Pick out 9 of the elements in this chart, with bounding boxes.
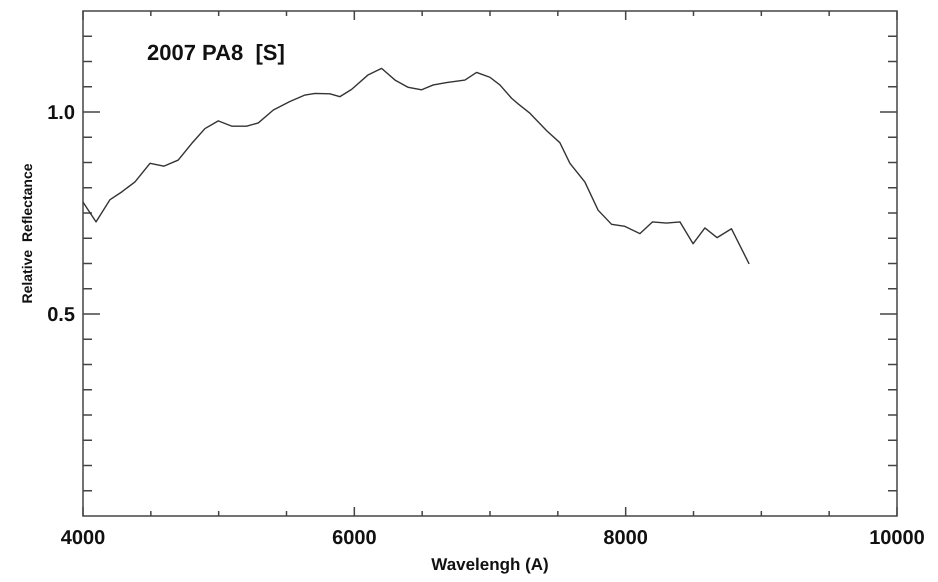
y-tick-label: 1.0 (47, 102, 75, 124)
y-axis-title: Relative Reflectance (19, 163, 35, 304)
y-tick-label: 0.5 (47, 304, 75, 326)
text: 2007 PA8 [S] (147, 40, 285, 65)
x-tick-label: 6000 (332, 527, 377, 549)
x-tick-label: 8000 (603, 527, 648, 549)
x-tick-label: 10000 (869, 527, 925, 549)
x-axis-title: Wavelengh (A) (431, 555, 549, 574)
x-tick-label: 4000 (60, 527, 106, 549)
